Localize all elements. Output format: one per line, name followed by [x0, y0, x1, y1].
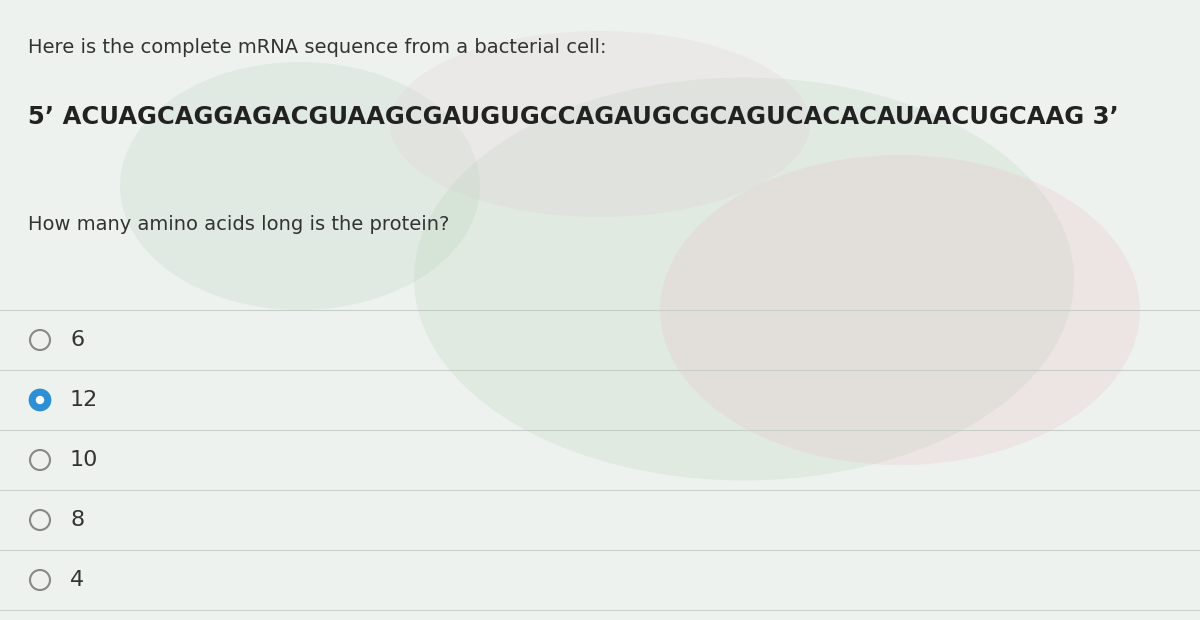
Text: Here is the complete mRNA sequence from a bacterial cell:: Here is the complete mRNA sequence from … [28, 38, 606, 57]
Text: How many amino acids long is the protein?: How many amino acids long is the protein… [28, 215, 449, 234]
Ellipse shape [660, 155, 1140, 465]
Text: 4: 4 [70, 570, 84, 590]
Ellipse shape [414, 78, 1074, 480]
Text: 8: 8 [70, 510, 84, 530]
Text: 12: 12 [70, 390, 98, 410]
Ellipse shape [390, 31, 810, 217]
Text: 5’ ACUAGCAGGAGACGUAAGCGAUGUGCCAGAUGCGCAGUCACACAUAACUGCAAG 3’: 5’ ACUAGCAGGAGACGUAAGCGAUGUGCCAGAUGCGCAG… [28, 105, 1118, 129]
Text: 10: 10 [70, 450, 98, 470]
Text: 6: 6 [70, 330, 84, 350]
Ellipse shape [120, 62, 480, 310]
Circle shape [30, 390, 50, 410]
Circle shape [36, 396, 44, 404]
